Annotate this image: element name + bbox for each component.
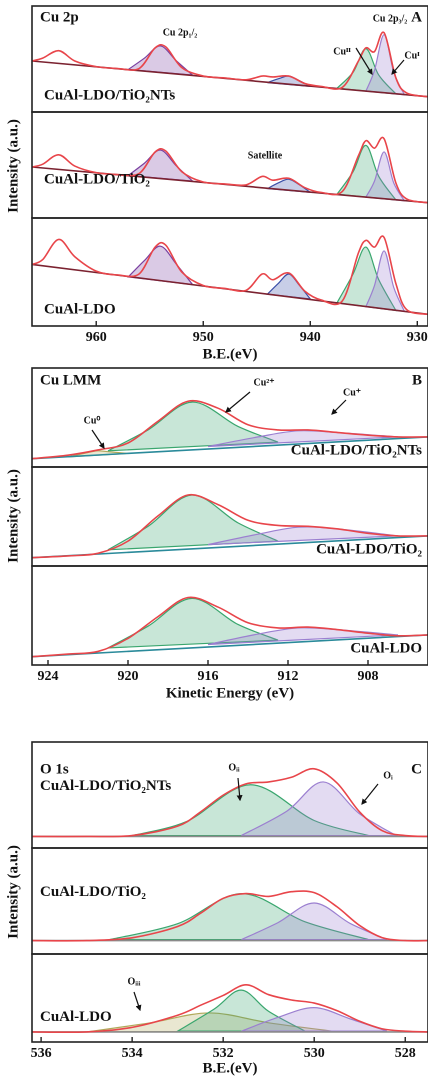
arrow bbox=[361, 783, 379, 805]
component-peak bbox=[131, 784, 369, 837]
component-peak bbox=[336, 246, 397, 312]
peak-annotation: Cuᴵᴵ bbox=[333, 46, 351, 57]
spectrum-line bbox=[32, 136, 428, 204]
spectrum-line bbox=[32, 493, 428, 559]
arrow bbox=[355, 47, 373, 76]
peak-annotation: Oᵢ bbox=[383, 770, 393, 781]
x-tick-label: 536 bbox=[31, 1046, 52, 1061]
panel-title: Cu 2p bbox=[40, 9, 79, 25]
sample-label: CuAl-LDO/TiO₂NTs bbox=[40, 778, 171, 794]
panel-letter: B bbox=[412, 372, 422, 388]
y-axis-label: Intensity (a.u.) bbox=[5, 469, 21, 563]
peak-annotation: Satellite bbox=[248, 150, 283, 161]
arrow bbox=[331, 399, 347, 415]
x-tick-label: 940 bbox=[300, 330, 321, 345]
arrow bbox=[91, 429, 105, 449]
component-peak bbox=[86, 1012, 333, 1033]
spectrum-line bbox=[32, 235, 428, 316]
x-tick-label: 534 bbox=[122, 1046, 143, 1061]
x-tick-label: 924 bbox=[38, 669, 59, 684]
panel bbox=[32, 983, 428, 1034]
y-axis-label: Intensity (a.u.) bbox=[5, 845, 21, 939]
x-tick-label: 916 bbox=[198, 669, 219, 684]
x-tick-label: 528 bbox=[395, 1046, 416, 1061]
x-tick-label: 960 bbox=[86, 330, 107, 345]
spectrum-line bbox=[32, 890, 428, 942]
x-axis-label: B.E.(eV) bbox=[203, 1060, 258, 1076]
component-peak bbox=[335, 144, 398, 201]
peak-annotation: Cu⁰ bbox=[84, 415, 101, 426]
arrow bbox=[225, 391, 251, 413]
panel bbox=[32, 767, 428, 838]
arrow bbox=[391, 59, 405, 75]
peak-annotation: Oᵢᵢ bbox=[228, 762, 240, 773]
component-peak bbox=[126, 45, 195, 76]
panel-frame bbox=[31, 953, 428, 1043]
panel-frame bbox=[31, 565, 428, 666]
sample-label: CuAl-LDO/TiO₂ bbox=[40, 884, 146, 900]
panel bbox=[32, 890, 428, 942]
component-peak bbox=[175, 989, 306, 1032]
peak-annotation: Cu 2p₁/₂ bbox=[163, 27, 198, 38]
spectrum-line bbox=[32, 634, 428, 658]
x-tick-label: 532 bbox=[213, 1046, 234, 1061]
spectrum-line bbox=[32, 399, 428, 460]
component-peak bbox=[364, 151, 406, 202]
x-axis-label: B.E.(eV) bbox=[203, 346, 258, 362]
panel bbox=[32, 235, 428, 316]
component-peak bbox=[127, 245, 194, 286]
sample-label: CuAl-LDO/TiO₂ bbox=[316, 541, 422, 557]
sample-label: CuAl-LDO/TiO₂NTs bbox=[291, 442, 422, 458]
component-peak bbox=[241, 902, 388, 941]
panel bbox=[32, 31, 428, 98]
panel bbox=[32, 136, 428, 204]
spectrum-line bbox=[32, 983, 428, 1034]
x-tick-label: 908 bbox=[358, 669, 379, 684]
panel-title: O 1s bbox=[40, 761, 69, 777]
x-axis-label: Kinetic Energy (eV) bbox=[166, 685, 294, 701]
component-peak bbox=[365, 250, 406, 313]
spectrum-line bbox=[32, 31, 428, 98]
panel-frame bbox=[31, 217, 428, 327]
sample-label: CuAl-LDO bbox=[40, 1009, 112, 1025]
spectrum-line bbox=[32, 436, 428, 460]
x-tick-label: 930 bbox=[407, 330, 428, 345]
peak-annotation: Cu⁺ bbox=[343, 387, 361, 398]
panel bbox=[32, 596, 428, 658]
x-tick-label: 912 bbox=[278, 669, 299, 684]
peak-annotation: Cuᴵ bbox=[404, 50, 420, 61]
sample-label: CuAl-LDO bbox=[44, 301, 116, 317]
spectrum-line bbox=[32, 596, 428, 658]
panel-letter: A bbox=[411, 9, 422, 25]
sample-label: CuAl-LDO/TiO₂ bbox=[44, 171, 150, 187]
arrow bbox=[133, 991, 142, 1012]
sample-label: CuAl-LDO bbox=[350, 640, 422, 656]
x-tick-label: 530 bbox=[304, 1046, 325, 1061]
component-peak bbox=[241, 781, 399, 837]
x-tick-label: 920 bbox=[118, 669, 139, 684]
y-axis-label: Intensity (a.u.) bbox=[5, 119, 21, 213]
sample-label: CuAl-LDO/TiO₂NTs bbox=[44, 87, 175, 103]
peak-annotation: Oᵢᵢᵢ bbox=[127, 976, 140, 987]
spectrum-line bbox=[32, 767, 428, 838]
panel bbox=[32, 493, 428, 559]
peak-annotation: Cu²⁺ bbox=[253, 377, 274, 388]
panel-letter: C bbox=[411, 761, 422, 777]
arrow bbox=[236, 777, 243, 802]
panel-title: Cu LMM bbox=[40, 372, 101, 388]
x-tick-label: 950 bbox=[193, 330, 214, 345]
panel bbox=[32, 399, 428, 460]
peak-annotation: Cu 2p₃/₂ bbox=[373, 13, 408, 24]
component-peak bbox=[107, 401, 279, 452]
